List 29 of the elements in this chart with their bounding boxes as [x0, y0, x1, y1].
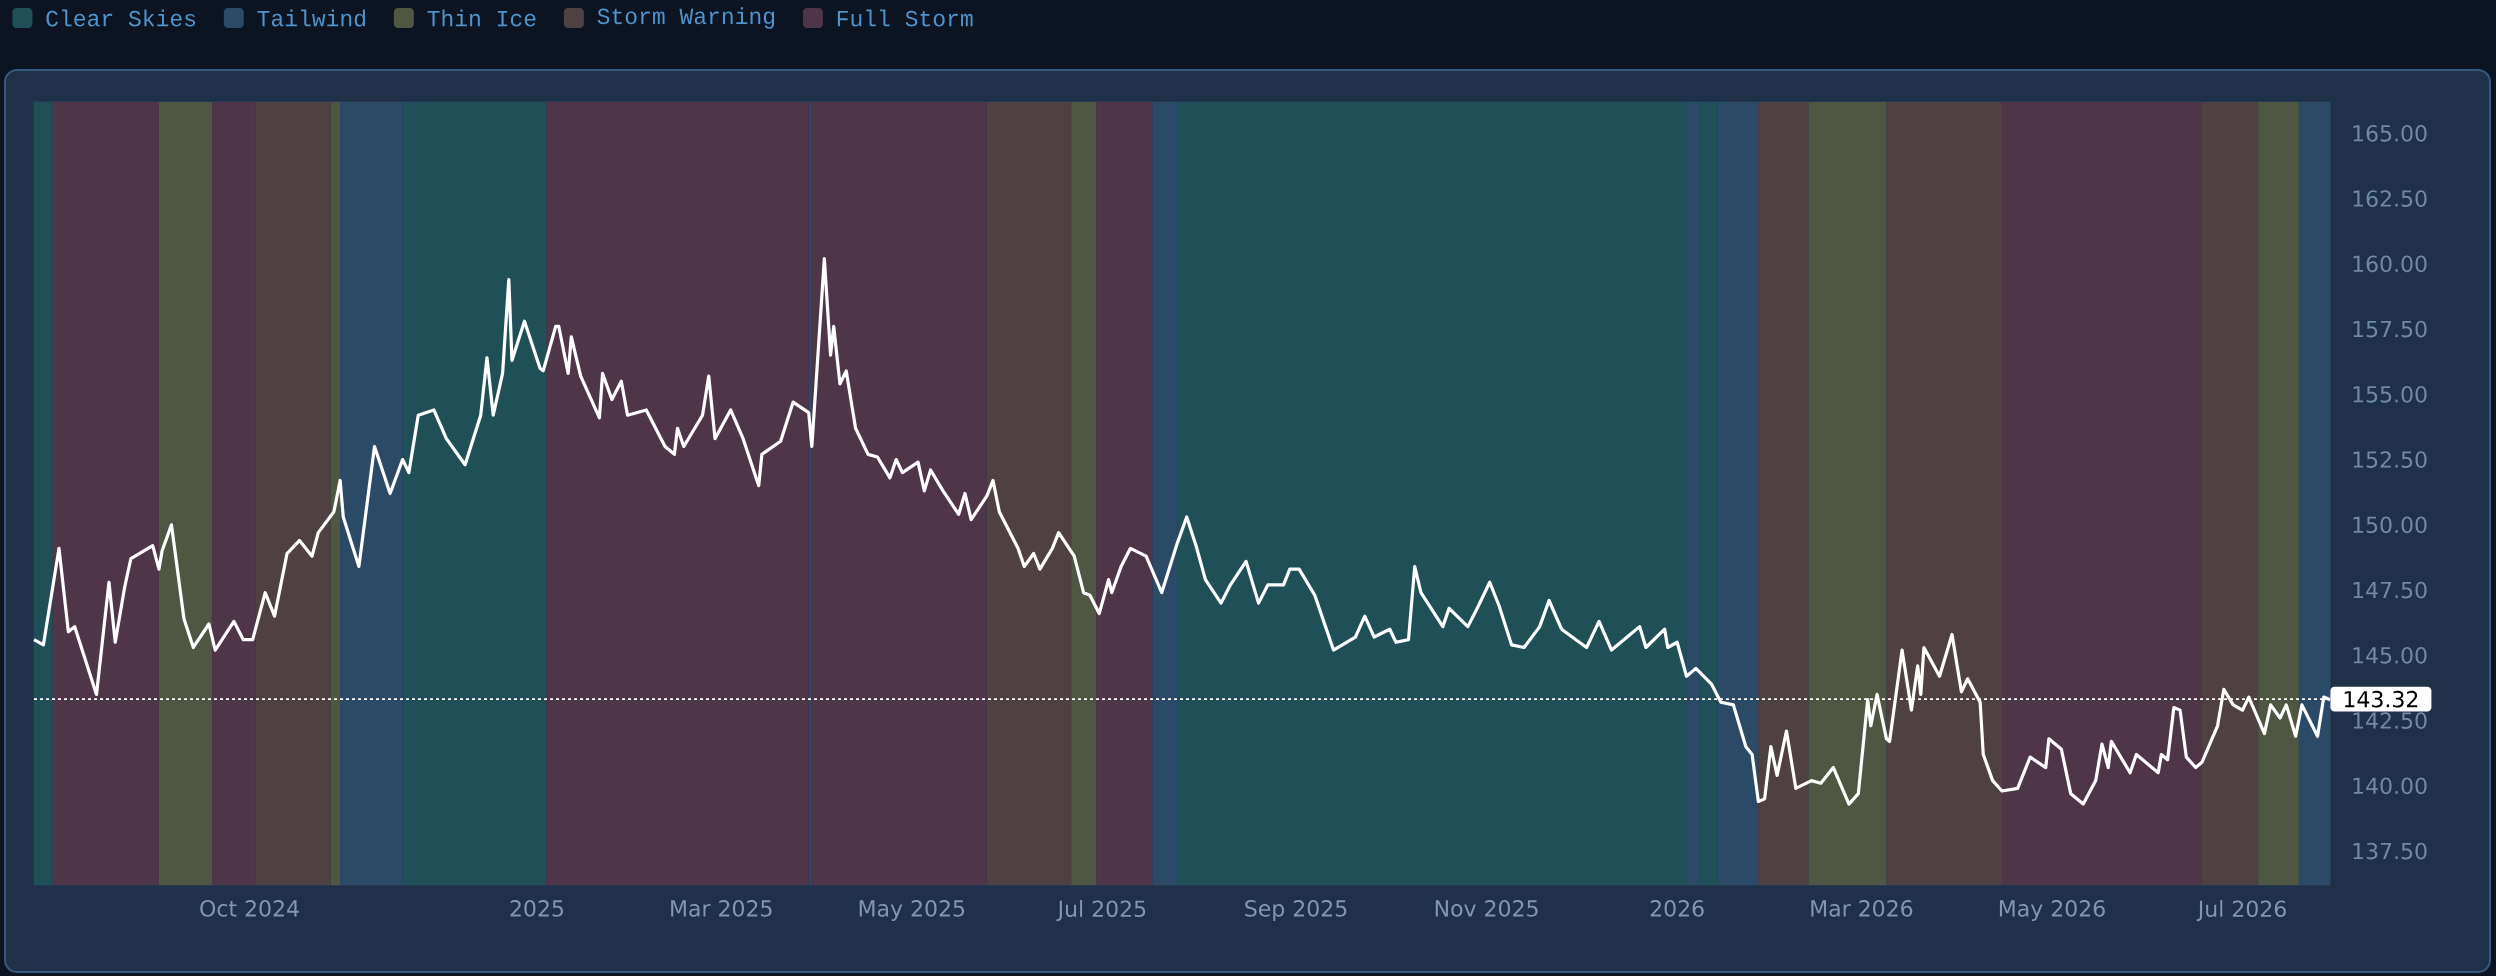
- y-tick-label: 147.50: [2353, 581, 2427, 599]
- legend-label: Storm Warning: [597, 7, 775, 29]
- ref-line-label: 143.32: [2344, 690, 2418, 708]
- x-tick-label: May 2025: [859, 900, 965, 921]
- x-tick-label: 2026: [1650, 900, 1704, 917]
- y-tick-label: 157.50: [2353, 320, 2427, 338]
- y-tick-label: 162.50: [2353, 190, 2427, 207]
- y-tick-label: 152.50: [2353, 451, 2427, 468]
- y-tick-label: 137.50: [2353, 842, 2427, 860]
- x-tick-label: 2025: [510, 900, 563, 917]
- legend-label: Thin Ice: [427, 9, 536, 27]
- x-tick-label: Oct 2024: [200, 900, 299, 917]
- x-tick-label: Nov 2025: [1435, 900, 1538, 917]
- x-tick-label: Jul 2026: [2196, 900, 2286, 922]
- y-tick-label: 140.00: [2353, 777, 2427, 795]
- legend-label: Full Storm: [837, 9, 973, 27]
- x-tick-label: Mar 2026: [1811, 900, 1913, 917]
- y-tick-label: 142.50: [2353, 712, 2427, 729]
- x-tick-label: Jul 2025: [1056, 900, 1146, 922]
- legend-label: Clear Skies: [46, 9, 196, 27]
- y-tick-label: 150.00: [2353, 516, 2427, 534]
- legend-label: Tailwind: [257, 9, 365, 27]
- x-tick-label: Mar 2025: [671, 900, 772, 917]
- x-tick-label: Sep 2025: [1245, 900, 1347, 921]
- y-tick-label: 160.00: [2353, 255, 2427, 273]
- y-tick-label: 155.00: [2353, 386, 2427, 403]
- y-tick-label: 145.00: [2353, 647, 2427, 664]
- y-tick-label: 165.00: [2353, 125, 2427, 142]
- x-tick-label: May 2026: [1999, 900, 2105, 921]
